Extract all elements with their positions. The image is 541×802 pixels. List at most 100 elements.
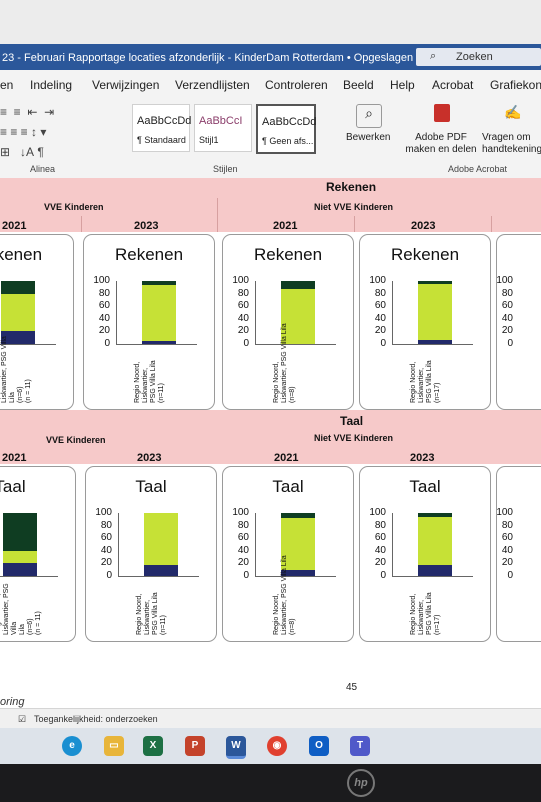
y-tick-label: 100 [232, 507, 249, 518]
request-signature-button[interactable]: Vragen om handtekeningen [482, 132, 541, 155]
y-tick-label: 80 [98, 287, 110, 299]
bar-segment [3, 550, 37, 564]
x-axis-label: Regio Noord, Liskwartier, PSG Villa Lila… [410, 583, 460, 639]
tab-verwijzingen[interactable]: Verwijzingen [92, 78, 160, 92]
bar-segment [281, 518, 315, 570]
x-category-label: Regio Noord, Liskwartier, PSG Villa Lila… [0, 583, 42, 635]
page-number: 45 [346, 682, 358, 693]
excel-icon[interactable]: X [143, 736, 163, 756]
bar-segment [3, 513, 37, 551]
search-box[interactable]: ⌕ Zoeken [416, 48, 541, 66]
bar-segment [142, 285, 176, 341]
y-tick-label: 60 [374, 532, 386, 544]
paragraph-controls[interactable]: ≡ ≡ ⇤ ⇥ ≡ ≡ ≡ ↕ ▾ ⊞ ↓A ¶ [0, 105, 55, 159]
group-label-vve: VVE Kinderen [46, 435, 106, 445]
tab-verzendlijsten[interactable]: Verzendlijsten [175, 78, 250, 92]
bar-segment [418, 513, 452, 517]
edit-button[interactable]: Bewerken [346, 132, 391, 143]
y-tick-label: 60 [237, 300, 249, 312]
year-label: 2023 [411, 220, 436, 232]
divider [354, 216, 355, 232]
bar-segment [1, 293, 35, 332]
bar-segment [418, 281, 452, 284]
y-tick-label: 80 [100, 519, 112, 531]
y-tick-label: 0 [104, 338, 110, 349]
chart-axes [116, 281, 197, 345]
y-tick-label: 80 [374, 287, 386, 299]
section-band-rekenen: Rekenen VVE Kinderen Niet VVE Kinderen 2… [0, 178, 541, 232]
tab-grafiekontwerp[interactable]: Grafiekont [490, 78, 541, 92]
bar-segment [1, 331, 35, 344]
x-axis-label: Regio Noord, Liskwartier, PSG Villa Lila… [273, 323, 323, 407]
tab-acrobat[interactable]: Acrobat [432, 78, 474, 92]
style-standaard[interactable]: AaBbCcDd ¶ Standaard [132, 104, 191, 152]
year-label: 2023 [137, 452, 162, 464]
teams-icon[interactable]: T [350, 736, 370, 756]
x-axis-label: Regio Noord, Liskwartier, PSG Villa Lila… [0, 583, 45, 639]
tab-help[interactable]: Help [390, 78, 415, 92]
x-axis-label: Regio Noord, Liskwartier, PSG Villa Lila… [136, 583, 186, 639]
bar-segment [3, 563, 37, 576]
adobe-pdf-button[interactable]: Adobe PDF maken en delen [405, 132, 477, 155]
chart-card-partial[interactable]: 100 80 60 40 20 0 [496, 466, 541, 642]
bar-segment [142, 340, 176, 344]
adobe-pdf-icon [434, 104, 450, 122]
x-category-label: Regio Noord, Liskwartier, PSG Villa Lila… [273, 323, 296, 403]
tab-beeld[interactable]: Beeld [343, 78, 374, 92]
word-icon[interactable]: W [226, 736, 246, 759]
divider [217, 198, 218, 232]
tab-controleren[interactable]: Controleren [265, 78, 328, 92]
y-tick-label: 0 [507, 338, 513, 349]
group-stijlen: Stijlen [213, 164, 238, 174]
bar-segment [142, 281, 176, 286]
y-tick-label: 20 [237, 557, 249, 569]
chart-axes [0, 513, 58, 577]
accessibility-icon[interactable]: ☑ [18, 714, 27, 724]
style-stijl1[interactable]: AaBbCcI Stijl1 [194, 104, 252, 152]
y-tick-label: 60 [501, 532, 513, 544]
tab-start[interactable]: en [0, 78, 14, 92]
group-label-vve: VVE Kinderen [44, 202, 104, 212]
accessibility-status[interactable]: Toegankelijkheid: onderzoeken [34, 714, 158, 724]
style-geen-afstand[interactable]: AaBbCcDd ¶ Geen afs... [256, 104, 316, 154]
x-category-label: Regio Noord, Liskwartier, PSG Villa Lila… [273, 555, 296, 635]
search-icon: ⌕ [430, 50, 437, 62]
x-category-label: Regio Noord, Liskwartier, PSG Villa Lila… [410, 592, 441, 635]
y-tick-label: 20 [501, 557, 513, 569]
ribbon: ≡ ≡ ⇤ ⇥ ≡ ≡ ≡ ↕ ▾ ⊞ ↓A ¶ AaBbCcDd ¶ Stan… [0, 96, 541, 179]
document-page: Rekenen VVE Kinderen Niet VVE Kinderen 2… [0, 178, 541, 708]
y-tick-label: 60 [374, 300, 386, 312]
group-alinea: Alinea [30, 164, 56, 174]
chart-card-partial[interactable]: 100 80 60 40 20 0 [496, 234, 541, 410]
y-tick-label: 60 [98, 300, 110, 312]
tab-indeling[interactable]: Indeling [30, 78, 73, 92]
y-tick-label: 20 [501, 325, 513, 337]
file-explorer-icon[interactable]: ▭ [104, 736, 124, 756]
y-tick-label: 100 [232, 275, 249, 286]
y-tick-label: 80 [374, 519, 386, 531]
year-label: 2021 [274, 452, 299, 464]
chart-axes [392, 513, 473, 577]
powerpoint-icon[interactable]: P [185, 736, 205, 756]
bar-segment [281, 569, 315, 576]
chart-title: Rekenen [253, 245, 323, 264]
find-icon[interactable]: ⌕ [356, 104, 382, 128]
outlook-icon[interactable]: O [309, 736, 329, 756]
y-tick-label: 40 [100, 544, 112, 556]
x-axis-label: Regio Noord, Liskwartier, PSG Villa Lila… [273, 555, 323, 639]
edge-icon[interactable]: e [62, 736, 82, 756]
y-tick-label: 60 [237, 532, 249, 544]
y-tick-label: 40 [98, 312, 110, 324]
year-label: 2021 [2, 452, 27, 464]
chrome-icon[interactable]: ◉ [267, 736, 287, 756]
bar-segment [281, 281, 315, 289]
chart-title: Taal [135, 477, 167, 496]
